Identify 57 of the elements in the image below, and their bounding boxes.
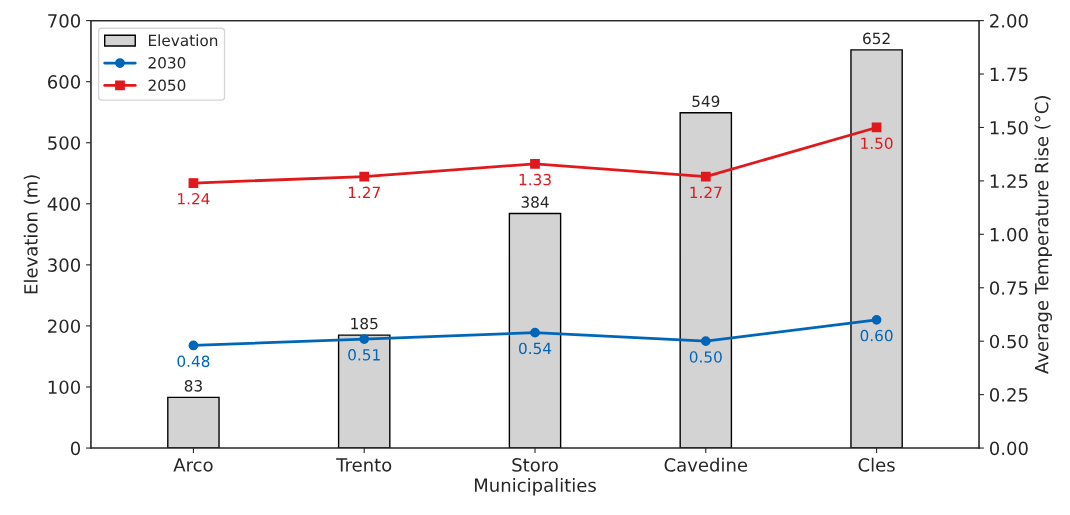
y-tick-label: 500 (48, 136, 81, 150)
data-label: 83 (184, 380, 202, 392)
x-tick-label: Cavedine (664, 457, 748, 472)
point (530, 327, 540, 338)
point (188, 340, 199, 351)
bar (850, 49, 903, 449)
y-axis-title: Elevation (m) (23, 175, 40, 294)
data-label: 1.27 (690, 186, 722, 198)
data-label: 0.48 (177, 355, 210, 368)
data-label: 1.50 (861, 137, 893, 150)
y2-tick-label: 0.25 (989, 388, 1028, 402)
point (871, 314, 882, 325)
bar (167, 396, 220, 449)
y2-tick-label: 1.75 (990, 67, 1028, 82)
y-tick-label: 100 (48, 380, 81, 395)
y-tick-label: 700 (48, 14, 81, 28)
data-label: 0.51 (348, 349, 380, 361)
legend-label: 2050 (148, 79, 186, 92)
point (359, 334, 370, 344)
y2-axis-title: Average Temperature Rise (°C) (1034, 96, 1052, 374)
y2-tick-label: 0.00 (989, 441, 1028, 456)
y-tick-label: 600 (48, 75, 81, 89)
y-tick-label: 200 (48, 319, 81, 334)
y2-tick-label: 2.00 (990, 14, 1028, 28)
data-label: 1.33 (519, 173, 551, 186)
data-label: 1.27 (348, 186, 380, 198)
point (530, 158, 540, 169)
point (359, 171, 370, 182)
y2-tick-label: 0.50 (989, 334, 1028, 349)
data-label: 1.24 (178, 193, 210, 205)
point (700, 171, 711, 182)
x-tick-label: Arco (173, 458, 213, 472)
x-tick-label: Storo (512, 458, 558, 472)
bar (679, 112, 733, 449)
data-label: 0.50 (689, 351, 722, 363)
x-tick-label: Cles (858, 457, 895, 472)
data-label: 549 (692, 95, 720, 108)
y2-tick-label: 1.50 (990, 120, 1028, 135)
legend-label: Elevation (148, 34, 218, 47)
data-label: 652 (863, 32, 890, 45)
bar (337, 334, 391, 449)
y2-tick-label: 1.25 (990, 174, 1028, 189)
y-tick-label: 0 (70, 441, 81, 456)
y2-tick-label: 1.00 (990, 227, 1028, 242)
y2-tick-label: 0.75 (989, 281, 1028, 295)
data-label: 384 (521, 196, 549, 208)
point (188, 178, 199, 188)
x-tick-label: Trento (336, 458, 392, 472)
x-axis-title: Municipalities (474, 478, 596, 496)
data-label: 185 (351, 317, 378, 330)
bar (508, 212, 562, 449)
y-tick-label: 300 (48, 258, 81, 272)
point (700, 336, 711, 347)
y-tick-label: 400 (47, 197, 81, 211)
data-label: 0.60 (860, 329, 893, 342)
legend-label: 2030 (148, 57, 186, 69)
data-label: 0.54 (519, 342, 552, 355)
